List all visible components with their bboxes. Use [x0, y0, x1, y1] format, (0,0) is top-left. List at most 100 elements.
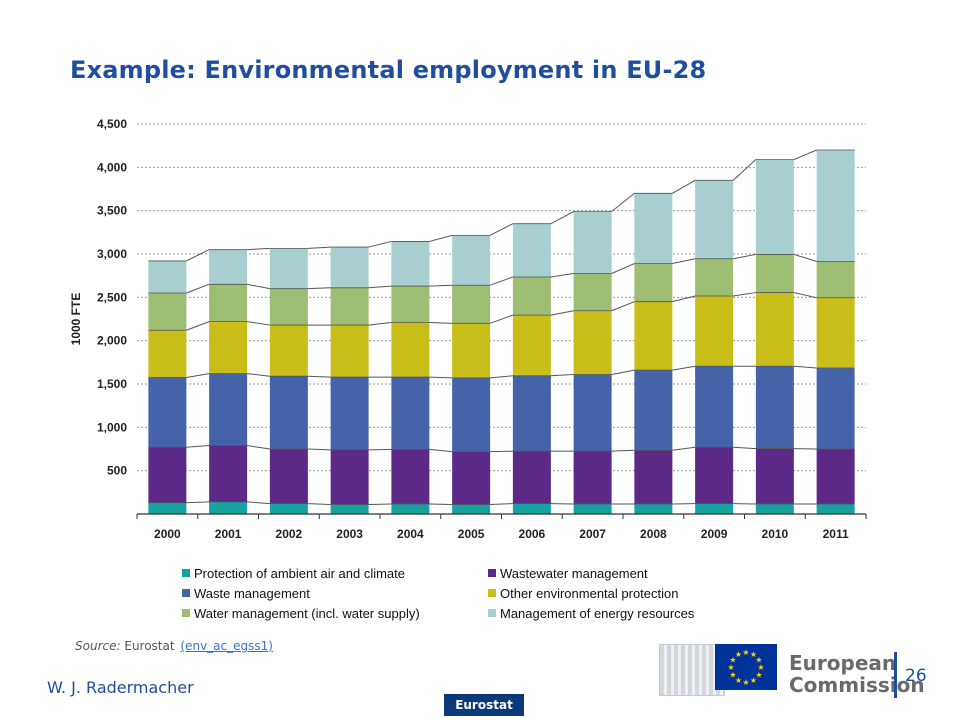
legend-swatch	[182, 589, 190, 597]
star-icon: ★	[729, 671, 736, 680]
star-icon: ★	[755, 671, 762, 680]
y-tick-label: 2,000	[97, 334, 127, 348]
bar-segment	[695, 296, 734, 367]
x-tick-label: 2007	[579, 527, 606, 541]
bar-segment	[634, 301, 673, 371]
series-connector	[368, 285, 392, 289]
bar-segment	[452, 235, 491, 286]
legend-swatch	[182, 569, 190, 577]
bar-segment	[330, 377, 369, 450]
series-connector	[672, 295, 696, 303]
legend-entry: Wastewater management	[500, 566, 648, 581]
series-connector	[550, 273, 574, 278]
bar-segment	[269, 288, 308, 326]
bar-segment	[816, 261, 855, 298]
series-connector	[307, 287, 331, 290]
y-tick-label: 2,500	[97, 290, 127, 304]
legend-entry: Water management (incl. water supply)	[194, 606, 420, 621]
footer-eurostat-tag: Eurostat	[444, 694, 524, 716]
bar-segment	[209, 373, 248, 446]
source-link[interactable]: (env_ac_egss1)	[180, 639, 273, 653]
series-connector	[307, 375, 331, 378]
legend-entry: Waste management	[194, 586, 310, 601]
bar-segment	[330, 325, 369, 378]
bar-segment	[573, 310, 612, 375]
y-tick-label: 1,000	[97, 420, 127, 434]
series-connector	[793, 253, 817, 262]
star-icon: ★	[735, 650, 742, 659]
bar-segment	[148, 447, 187, 503]
bar-segment	[695, 366, 734, 448]
series-connector	[368, 321, 392, 326]
bar-segment	[452, 504, 491, 514]
bar-segment	[816, 504, 855, 514]
y-tick-label: 4,500	[97, 117, 127, 131]
bar-segment	[816, 297, 855, 368]
series-connector	[611, 263, 635, 274]
bar-segment	[695, 258, 734, 297]
series-connector	[489, 314, 514, 324]
series-connector	[429, 376, 453, 379]
bar-segment	[391, 322, 430, 378]
legend-swatch	[488, 609, 496, 617]
bar-segment	[148, 502, 187, 514]
bar-segment	[755, 366, 794, 449]
bar-segment	[634, 193, 673, 264]
y-axis-label: 1000 FTE	[69, 293, 83, 346]
bar-segment	[269, 376, 308, 449]
bar-segment	[148, 330, 187, 378]
bar-segment	[330, 247, 369, 288]
y-tick-label: 3,500	[97, 204, 127, 218]
bar-segment	[816, 150, 855, 262]
logo-text-line2: Commission	[789, 673, 925, 697]
bar-segment	[391, 377, 430, 450]
series-connector	[611, 369, 635, 375]
series-connector	[247, 373, 270, 377]
series-connector	[247, 445, 270, 450]
logo-text: European Commission	[789, 652, 925, 696]
bar-segment	[452, 451, 491, 505]
bar-segment	[512, 315, 551, 376]
star-icon: ★	[729, 656, 736, 665]
author-name: W. J. Radermacher	[47, 678, 194, 697]
series-connector	[490, 503, 513, 505]
bar-segment	[269, 325, 308, 377]
bar-segment	[512, 276, 551, 316]
series-connector	[793, 292, 817, 299]
star-icon: ★	[750, 676, 757, 685]
x-tick-label: 2001	[215, 527, 242, 541]
european-commission-logo: ★ ★ ★ ★ ★ ★ ★ ★ ★ ★ ★ ★ European Commission	[659, 636, 925, 700]
bar-segment	[512, 503, 551, 514]
bar-segment	[209, 501, 248, 514]
bar-segment	[695, 180, 734, 259]
series-connector	[186, 501, 210, 504]
bar-segment	[755, 254, 794, 293]
bar-segment	[755, 159, 794, 255]
series-connector	[793, 365, 817, 369]
bar-segment	[512, 451, 551, 504]
legend-entry: Management of energy resources	[500, 606, 695, 621]
series-connector	[429, 321, 453, 324]
bar-segment	[148, 293, 187, 331]
star-icon: ★	[727, 663, 734, 672]
x-tick-label: 2005	[458, 527, 485, 541]
x-tick-label: 2002	[276, 527, 303, 541]
series-connector	[186, 249, 210, 262]
y-tick-label: 3,000	[97, 247, 127, 261]
bar-segment	[330, 449, 369, 505]
series-connector	[732, 159, 757, 181]
series-connector	[672, 365, 696, 371]
series-connector	[247, 501, 270, 505]
series-connector	[550, 310, 574, 316]
bar-segment	[391, 449, 430, 505]
bar-segment	[573, 374, 612, 452]
bar-segment	[573, 504, 612, 514]
bar-segment	[755, 504, 794, 514]
building-icon	[659, 644, 725, 696]
x-tick-label: 2010	[762, 527, 789, 541]
series-connector	[672, 446, 696, 451]
star-icon: ★	[742, 678, 749, 687]
x-tick-label: 2000	[154, 527, 181, 541]
star-icon: ★	[742, 648, 749, 657]
